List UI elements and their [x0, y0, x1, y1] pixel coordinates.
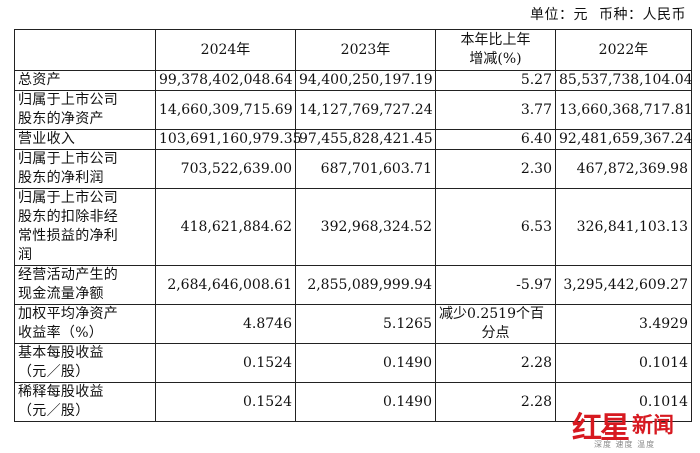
header-2024: 2024年: [155, 29, 296, 71]
cell-change: -5.97: [435, 265, 556, 305]
header-2023: 2023年: [295, 29, 436, 71]
cell-change: 6.53: [435, 188, 556, 266]
cell-v2022: 0.1014: [555, 343, 692, 383]
cell-v2022: 3.4929: [555, 304, 692, 344]
cell-change: 2.28: [435, 382, 556, 422]
cell-v2024: 99,378,402,048.64: [155, 70, 296, 91]
row-label: 归属于上市公司 股东的净利润: [14, 149, 156, 189]
row-label: 经营活动产生的 现金流量净额: [14, 265, 156, 305]
cell-v2022: 0.1014: [555, 382, 692, 422]
row-label: 稀释每股收益 （元／股）: [14, 382, 156, 422]
currency-label: 币种：人民币: [599, 7, 686, 23]
cell-v2023: 687,701,603.71: [295, 149, 436, 189]
cell-v2022: 467,872,369.98: [555, 149, 692, 189]
cell-v2023: 0.1490: [295, 343, 436, 383]
unit-label: 单位：元: [530, 7, 589, 23]
cell-v2023: 2,855,089,999.94: [295, 265, 436, 305]
row-label: 归属于上市公司 股东的净资产: [14, 90, 156, 130]
cell-v2024: 2,684,646,008.61: [155, 265, 296, 305]
cell-v2024: 418,621,884.62: [155, 188, 296, 266]
cell-v2022: 13,660,368,717.81: [555, 90, 693, 130]
watermark-logo: 红星 新闻 深度 速度 温度: [572, 405, 696, 449]
row-label: 基本每股收益 （元／股）: [14, 343, 156, 383]
table-row: 基本每股收益 （元／股） 0.1524 0.1490 2.28 0.1014: [14, 343, 692, 383]
row-label: 加权平均净资产 收益率（%）: [14, 304, 156, 344]
cell-v2023: 5.1265: [295, 304, 436, 344]
table-header-row: 2024年 2023年 本年比上年 增减(%) 2022年: [14, 29, 692, 71]
financial-data-table: 2024年 2023年 本年比上年 增减(%) 2022年 总资产 99,378,…: [14, 29, 693, 422]
table-row: 稀释每股收益 （元／股） 0.1524 0.1490 2.28 0.1014: [14, 382, 692, 422]
cell-v2022: 326,841,103.13: [555, 188, 692, 266]
table-row: 营业收入 103,691,160,979.35 97,455,828,421.45 6…: [14, 129, 693, 150]
cell-v2023: 14,127,769,727.24: [295, 90, 436, 130]
cell-change: 6.40: [435, 129, 556, 150]
cell-v2023: 0.1490: [295, 382, 436, 422]
header-2022: 2022年: [555, 29, 692, 71]
cell-change: 2.30: [435, 149, 556, 189]
table-row: 经营活动产生的 现金流量净额 2,684,646,008.61 2,855,089,9…: [14, 265, 692, 305]
cell-v2024: 14,660,309,715.69: [155, 90, 296, 130]
header-change: 本年比上年 增减(%): [435, 29, 556, 71]
row-label: 总资产: [14, 70, 156, 91]
cell-v2024: 4.8746: [155, 304, 296, 344]
cell-v2023: 94,400,250,197.19: [295, 70, 436, 91]
cell-v2022: 85,537,738,104.04: [555, 70, 693, 91]
cell-v2023: 97,455,828,421.45: [295, 129, 436, 150]
cell-change: 5.27: [435, 70, 556, 91]
cell-v2022: 3,295,442,609.27: [555, 265, 692, 305]
cell-v2022: 92,481,659,367.24: [555, 129, 693, 150]
cell-v2023: 392,968,324.52: [295, 188, 436, 266]
watermark-tagline: 深度 速度 温度: [594, 440, 656, 449]
watermark-brand-news: 新闻: [632, 413, 674, 437]
table-row: 归属于上市公司 股东的净利润 703,522,639.00 687,701,603.7…: [14, 149, 692, 189]
header-item: [14, 29, 156, 71]
table-row: 归属于上市公司 股东的净资产 14,660,309,715.69 14,127,769…: [14, 90, 693, 130]
row-label: 归属于上市公司 股东的扣除非经 常性损益的净利润: [14, 188, 156, 266]
table-row: 总资产 99,378,402,048.64 94,400,250,197.19 5.2…: [14, 70, 693, 91]
cell-change: 减少0.2519个百 分点: [435, 304, 556, 344]
watermark-brand-red: 红星: [572, 411, 630, 446]
cell-v2024: 703,522,639.00: [155, 149, 296, 189]
table-row: 加权平均净资产 收益率（%） 4.8746 5.1265 减少0.2519个百 分点 3.4…: [14, 304, 692, 344]
cell-change: 2.28: [435, 343, 556, 383]
cell-v2024: 0.1524: [155, 343, 296, 383]
unit-line: 单位：元 币种：人民币: [524, 4, 686, 24]
row-label: 营业收入: [14, 129, 156, 150]
table-row: 归属于上市公司 股东的扣除非经 常性损益的净利润 418,621,884.62 392,…: [14, 188, 692, 266]
cell-v2024: 0.1524: [155, 382, 296, 422]
cell-v2024: 103,691,160,979.35: [155, 129, 302, 150]
cell-change: 3.77: [435, 90, 556, 130]
